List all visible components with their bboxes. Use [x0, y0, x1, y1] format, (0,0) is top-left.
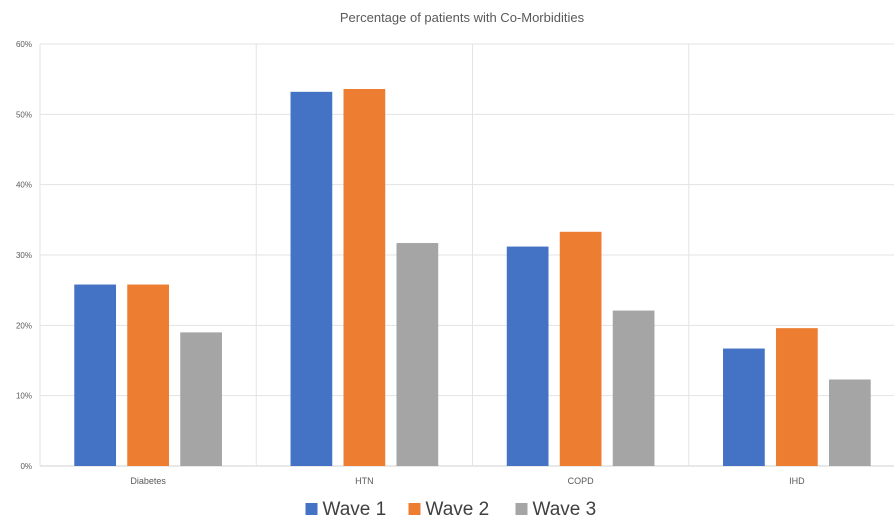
bar-wave-2-htn [343, 89, 386, 466]
bar-wave-3-htn [396, 243, 439, 466]
y-tick-label: 50% [16, 110, 32, 119]
bar-wave-1-ihd [723, 348, 765, 466]
bar-wave-1-htn [290, 91, 333, 467]
legend-swatch [515, 503, 528, 515]
y-axis-ticks: 0% 10% 20% 30% 40% 50% 60% [16, 40, 32, 471]
y-tick-label: 30% [16, 251, 32, 260]
legend: Wave 1 Wave 2 Wave 3 [305, 499, 597, 520]
bar-wave-1-copd [506, 246, 549, 466]
bar-wave-2-diabetes [127, 284, 169, 466]
legend-label: Wave 2 [426, 499, 490, 520]
bar-wave-3-diabetes [180, 332, 222, 466]
bar-wave-3-copd [612, 310, 655, 466]
x-tick-label: HTN [355, 476, 374, 486]
legend-swatch [408, 503, 421, 515]
x-axis-ticks: Diabetes HTN COPD IHD [130, 476, 805, 486]
y-tick-label: 20% [16, 321, 32, 330]
bars [74, 89, 871, 467]
bar-wave-2-copd [559, 231, 602, 466]
y-tick-label: 0% [20, 462, 32, 471]
x-tick-label: COPD [568, 476, 595, 486]
bar-wave-2-ihd [776, 328, 818, 466]
y-tick-label: 10% [16, 392, 32, 401]
legend-swatch [305, 503, 318, 515]
y-tick-label: 60% [16, 40, 32, 49]
bar-wave-1-diabetes [74, 284, 117, 466]
y-tick-label: 40% [16, 181, 32, 190]
legend-label: Wave 3 [533, 499, 597, 520]
x-tick-label: Diabetes [130, 476, 166, 486]
legend-label: Wave 1 [323, 499, 387, 520]
chart-title: Percentage of patients with Co-Morbiditi… [340, 10, 585, 25]
x-tick-label: IHD [789, 476, 805, 486]
bar-wave-3-ihd [828, 379, 871, 466]
